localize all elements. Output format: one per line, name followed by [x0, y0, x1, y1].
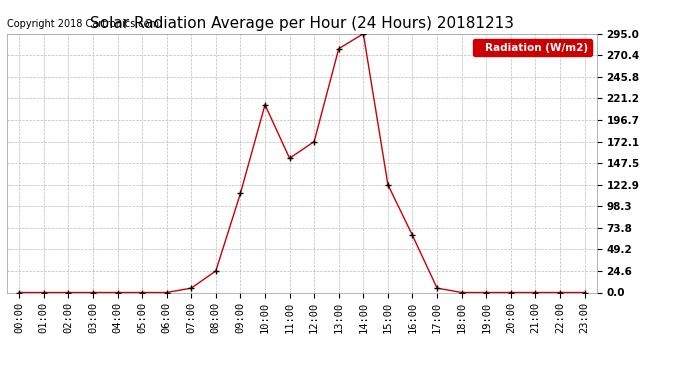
Text: Copyright 2018 Cartronics.com: Copyright 2018 Cartronics.com — [7, 19, 159, 28]
Legend: Radiation (W/m2): Radiation (W/m2) — [473, 39, 591, 56]
Title: Solar Radiation Average per Hour (24 Hours) 20181213: Solar Radiation Average per Hour (24 Hou… — [90, 16, 514, 31]
